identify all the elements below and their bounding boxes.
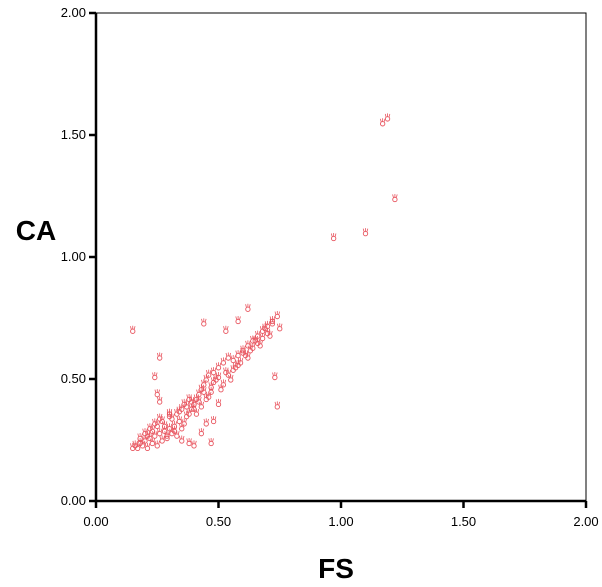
x-tick-label: 0.00 xyxy=(83,514,108,529)
data-point xyxy=(362,228,369,237)
data-point xyxy=(152,372,158,381)
data-point xyxy=(154,389,160,398)
x-tick-label: 1.50 xyxy=(451,514,476,529)
y-axis-title: CA xyxy=(16,215,56,246)
data-point xyxy=(269,318,276,327)
plot-area xyxy=(95,12,587,502)
data-point xyxy=(208,386,214,395)
data-point xyxy=(384,113,391,122)
data-point xyxy=(203,394,209,403)
data-point xyxy=(392,193,398,203)
data-point xyxy=(164,430,170,439)
data-point xyxy=(206,369,212,378)
data-point xyxy=(166,408,173,417)
data-point xyxy=(277,323,283,332)
x-tick-label: 2.00 xyxy=(573,514,598,529)
data-point xyxy=(144,430,151,439)
data-point xyxy=(210,415,217,425)
data-point xyxy=(215,398,222,408)
data-point xyxy=(213,374,219,383)
data-point xyxy=(174,408,180,417)
data-point xyxy=(330,232,337,242)
data-point xyxy=(201,386,207,395)
x-ticks: 0.00 0.50 1.00 1.50 2.00 xyxy=(83,501,599,529)
data-point xyxy=(218,384,224,393)
y-ticks: 0.00 0.50 1.00 1.50 2.00 xyxy=(61,5,96,508)
data-point xyxy=(149,437,156,447)
data-point xyxy=(259,333,266,342)
data-point xyxy=(232,362,239,371)
data-point xyxy=(262,323,268,332)
data-point xyxy=(179,435,185,444)
data-point xyxy=(159,435,165,444)
data-point xyxy=(198,428,205,437)
data-point xyxy=(159,415,165,425)
data-point xyxy=(242,350,249,359)
data-point xyxy=(137,433,143,442)
data-point xyxy=(181,418,187,427)
data-point xyxy=(191,440,197,449)
data-point xyxy=(198,401,205,410)
data-point xyxy=(176,415,182,425)
data-point xyxy=(245,303,251,312)
data-points xyxy=(130,113,398,451)
data-point xyxy=(252,335,258,344)
data-point xyxy=(237,357,244,366)
data-point xyxy=(179,403,185,412)
data-point xyxy=(235,350,241,359)
data-point xyxy=(130,325,136,334)
data-point xyxy=(272,372,278,381)
data-point xyxy=(154,420,160,430)
y-tick-label: 0.50 xyxy=(61,371,86,386)
data-point xyxy=(188,396,195,405)
data-point xyxy=(171,425,178,434)
data-point xyxy=(193,408,200,417)
data-point xyxy=(157,396,163,405)
data-point xyxy=(267,330,273,339)
data-point xyxy=(154,440,160,449)
data-point xyxy=(157,352,163,361)
y-tick-label: 0.00 xyxy=(61,493,86,508)
data-point xyxy=(220,357,227,366)
data-point xyxy=(235,315,241,325)
data-point xyxy=(223,325,229,334)
x-tick-label: 1.00 xyxy=(328,514,353,529)
data-point xyxy=(186,437,192,447)
data-point xyxy=(247,345,254,354)
data-point xyxy=(225,352,231,361)
y-tick-label: 1.50 xyxy=(61,127,86,142)
data-point xyxy=(228,374,234,383)
data-point xyxy=(144,442,151,451)
x-axis-title: FS xyxy=(318,553,354,584)
data-point xyxy=(274,311,280,320)
y-tick-label: 2.00 xyxy=(61,5,86,20)
data-point xyxy=(183,401,190,410)
data-point xyxy=(274,401,280,410)
data-point xyxy=(157,428,163,437)
data-point xyxy=(215,362,222,371)
data-point xyxy=(149,425,156,434)
data-point xyxy=(201,318,207,327)
data-point xyxy=(230,354,236,364)
data-point xyxy=(208,437,214,447)
data-point xyxy=(257,340,263,349)
data-point xyxy=(210,367,217,376)
data-point xyxy=(203,418,209,427)
data-point xyxy=(379,118,386,127)
y-tick-label: 1.00 xyxy=(61,249,86,264)
x-tick-label: 0.50 xyxy=(206,514,231,529)
data-point xyxy=(223,367,229,376)
